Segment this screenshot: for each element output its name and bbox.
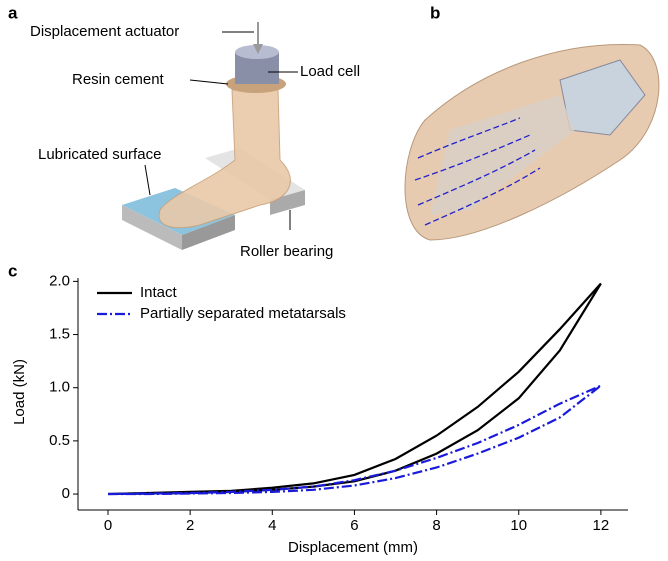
setup-illustration [122, 22, 305, 250]
annotation: Roller bearing [240, 243, 333, 260]
panel-label: c [8, 261, 17, 280]
panel-label: a [8, 3, 18, 22]
annotation: Resin cement [72, 71, 165, 88]
x-tick-label: 6 [350, 517, 358, 534]
panel-label: b [430, 3, 440, 22]
annotation: Lubricated surface [38, 146, 161, 163]
x-tick-label: 10 [510, 517, 527, 534]
y-tick-label: 2.0 [49, 272, 70, 289]
y-tick-label: 0 [62, 485, 70, 502]
x-tick-label: 2 [186, 517, 194, 534]
y-tick-label: 0.5 [49, 432, 70, 449]
legend-label: Partially separated metatarsals [140, 305, 346, 322]
x-tick-label: 0 [104, 517, 112, 534]
y-axis-label: Load (kN) [11, 359, 28, 425]
x-tick-label: 8 [432, 517, 440, 534]
x-axis-label: Displacement (mm) [288, 539, 418, 556]
y-tick-label: 1.0 [49, 379, 70, 396]
foot-illustration [404, 43, 660, 241]
data-line [107, 282, 602, 496]
x-tick-label: 4 [268, 517, 276, 534]
data-line [107, 384, 602, 496]
legend-label: Intact [140, 284, 178, 301]
y-tick-label: 1.5 [49, 326, 70, 343]
annotation: Load cell [300, 63, 360, 80]
annotation: Displacement actuator [30, 23, 179, 40]
x-tick-label: 12 [593, 517, 610, 534]
